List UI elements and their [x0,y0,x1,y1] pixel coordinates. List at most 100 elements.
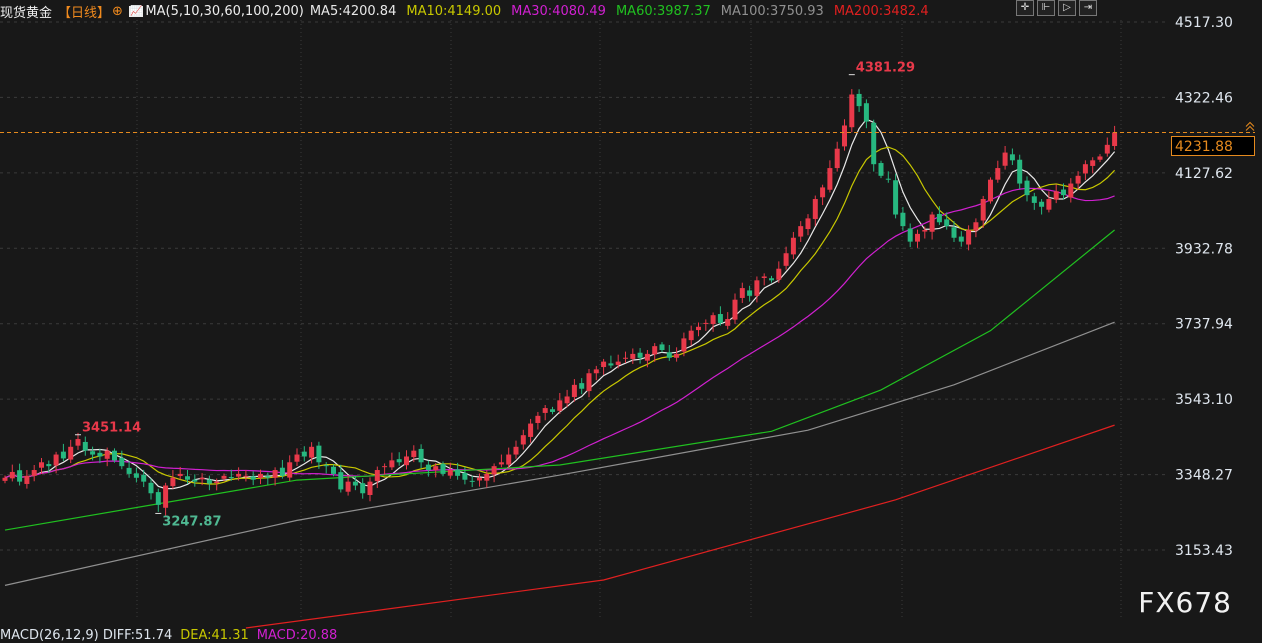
scroll-up-icon [1245,121,1255,131]
candle-body [279,467,285,476]
price-annotation: 3451.14 [82,421,141,436]
candle-body [674,353,680,358]
candle-body [769,278,774,281]
candle-body [1068,183,1074,198]
candle-body [827,168,833,190]
crosshair-icon[interactable]: ✛ [1016,0,1034,16]
candle-body [141,474,147,482]
chart-legend: 现货黄金 【日线】 ⊕ 📈 MA(5,10,30,60,100,200) MA5… [0,2,939,21]
candle-body [615,361,621,365]
candle-body [717,314,723,323]
candle-body [323,465,329,467]
candle-body [294,454,300,462]
candle-body [703,322,709,324]
candle-body [761,276,767,279]
exit-icon[interactable]: ⇥ [1079,0,1097,16]
candle-body [97,452,103,457]
candle-body [513,446,519,455]
y-tick-label: 4127.62 [1175,166,1233,182]
candle-body [659,344,665,351]
candle-body [506,454,512,465]
candle-body [885,178,891,180]
candle-body [681,338,687,352]
candle-body [498,462,504,465]
candle-body [929,214,935,232]
candle-body [936,213,942,223]
candle-body [754,280,760,296]
candle-body [834,148,840,169]
candle-body [374,470,380,482]
y-tick-label: 3543.10 [1175,392,1233,408]
candle-body [17,470,23,482]
candle-body [1024,180,1030,196]
macd-legend: MACD(26,12,9) DIFF:51.74 DEA:41.31 MACD:20… [0,628,345,643]
candle-body [68,446,74,460]
candle-body [579,383,585,389]
candle-body [688,330,694,341]
candle-body [258,473,263,478]
ma-line-ma60 [4,229,1115,531]
add-indicator-icon[interactable]: ⊕ [112,3,123,19]
candle-body [433,466,439,471]
y-tick-label: 4322.46 [1175,90,1233,106]
period-selector[interactable]: 【日线】 [58,5,111,21]
candle-body [856,93,862,107]
candle-body [411,450,417,458]
candle-body [199,477,205,480]
y-tick-label: 3348.27 [1175,468,1233,484]
candle-body [287,462,293,478]
candle-body [951,227,957,238]
ma-line-ma10 [4,146,1116,485]
candle-body [1090,160,1096,166]
play-icon[interactable]: ▷ [1058,0,1076,16]
macd-value: MACD:20.88 [256,628,338,643]
ma-line-ma30 [4,187,1115,479]
candle-body [601,361,607,368]
candle-body [418,448,424,463]
candle-body [360,483,366,494]
candle-body [710,315,716,325]
candle-body [798,226,804,237]
candle-body [966,230,972,245]
candle-body [608,363,614,366]
candle-body [46,464,52,467]
candle-body [389,460,395,468]
candle-body [842,125,847,147]
chart-toolbar: ✛ ⊩ ▷ ⇥ [1016,0,1097,16]
candle-body [666,352,672,358]
candle-body [309,446,315,458]
y-tick-label: 4517.30 [1175,15,1233,31]
candle-body [2,477,8,481]
candle-body [469,480,475,482]
candle-body [177,473,183,477]
candle-body [1009,154,1015,161]
candle-body [644,353,650,361]
candle-body [557,400,563,411]
candle-body [163,485,169,508]
candle-body [995,168,1001,180]
candle-body [871,122,877,165]
candle-body [345,481,351,492]
indicator-chart-icon[interactable]: 📈 [128,5,144,17]
zoom-left-icon[interactable]: ⊩ [1037,0,1055,16]
ma-value: MA30:4080.49 [511,3,606,19]
ma-value: MA10:4149.00 [406,3,502,19]
candle-body [528,423,534,437]
candle-body [75,439,81,446]
candle-body [221,475,227,479]
candle-body [1061,189,1066,196]
candle-body [1112,132,1118,146]
price-annotation: 3247.87 [162,514,221,529]
candle-body [236,473,242,477]
candle-body [958,236,964,242]
candle-body [214,481,220,483]
candle-body [119,458,125,467]
candle-body [60,451,66,459]
macd-value: MACD(26,12,9) DIFF:51.74 [0,628,173,643]
candle-body [301,451,307,457]
candle-body [863,103,869,122]
ma-params[interactable]: MA(5,10,30,60,100,200) [145,3,304,19]
candle-body [776,268,782,280]
candle-body [477,477,482,481]
